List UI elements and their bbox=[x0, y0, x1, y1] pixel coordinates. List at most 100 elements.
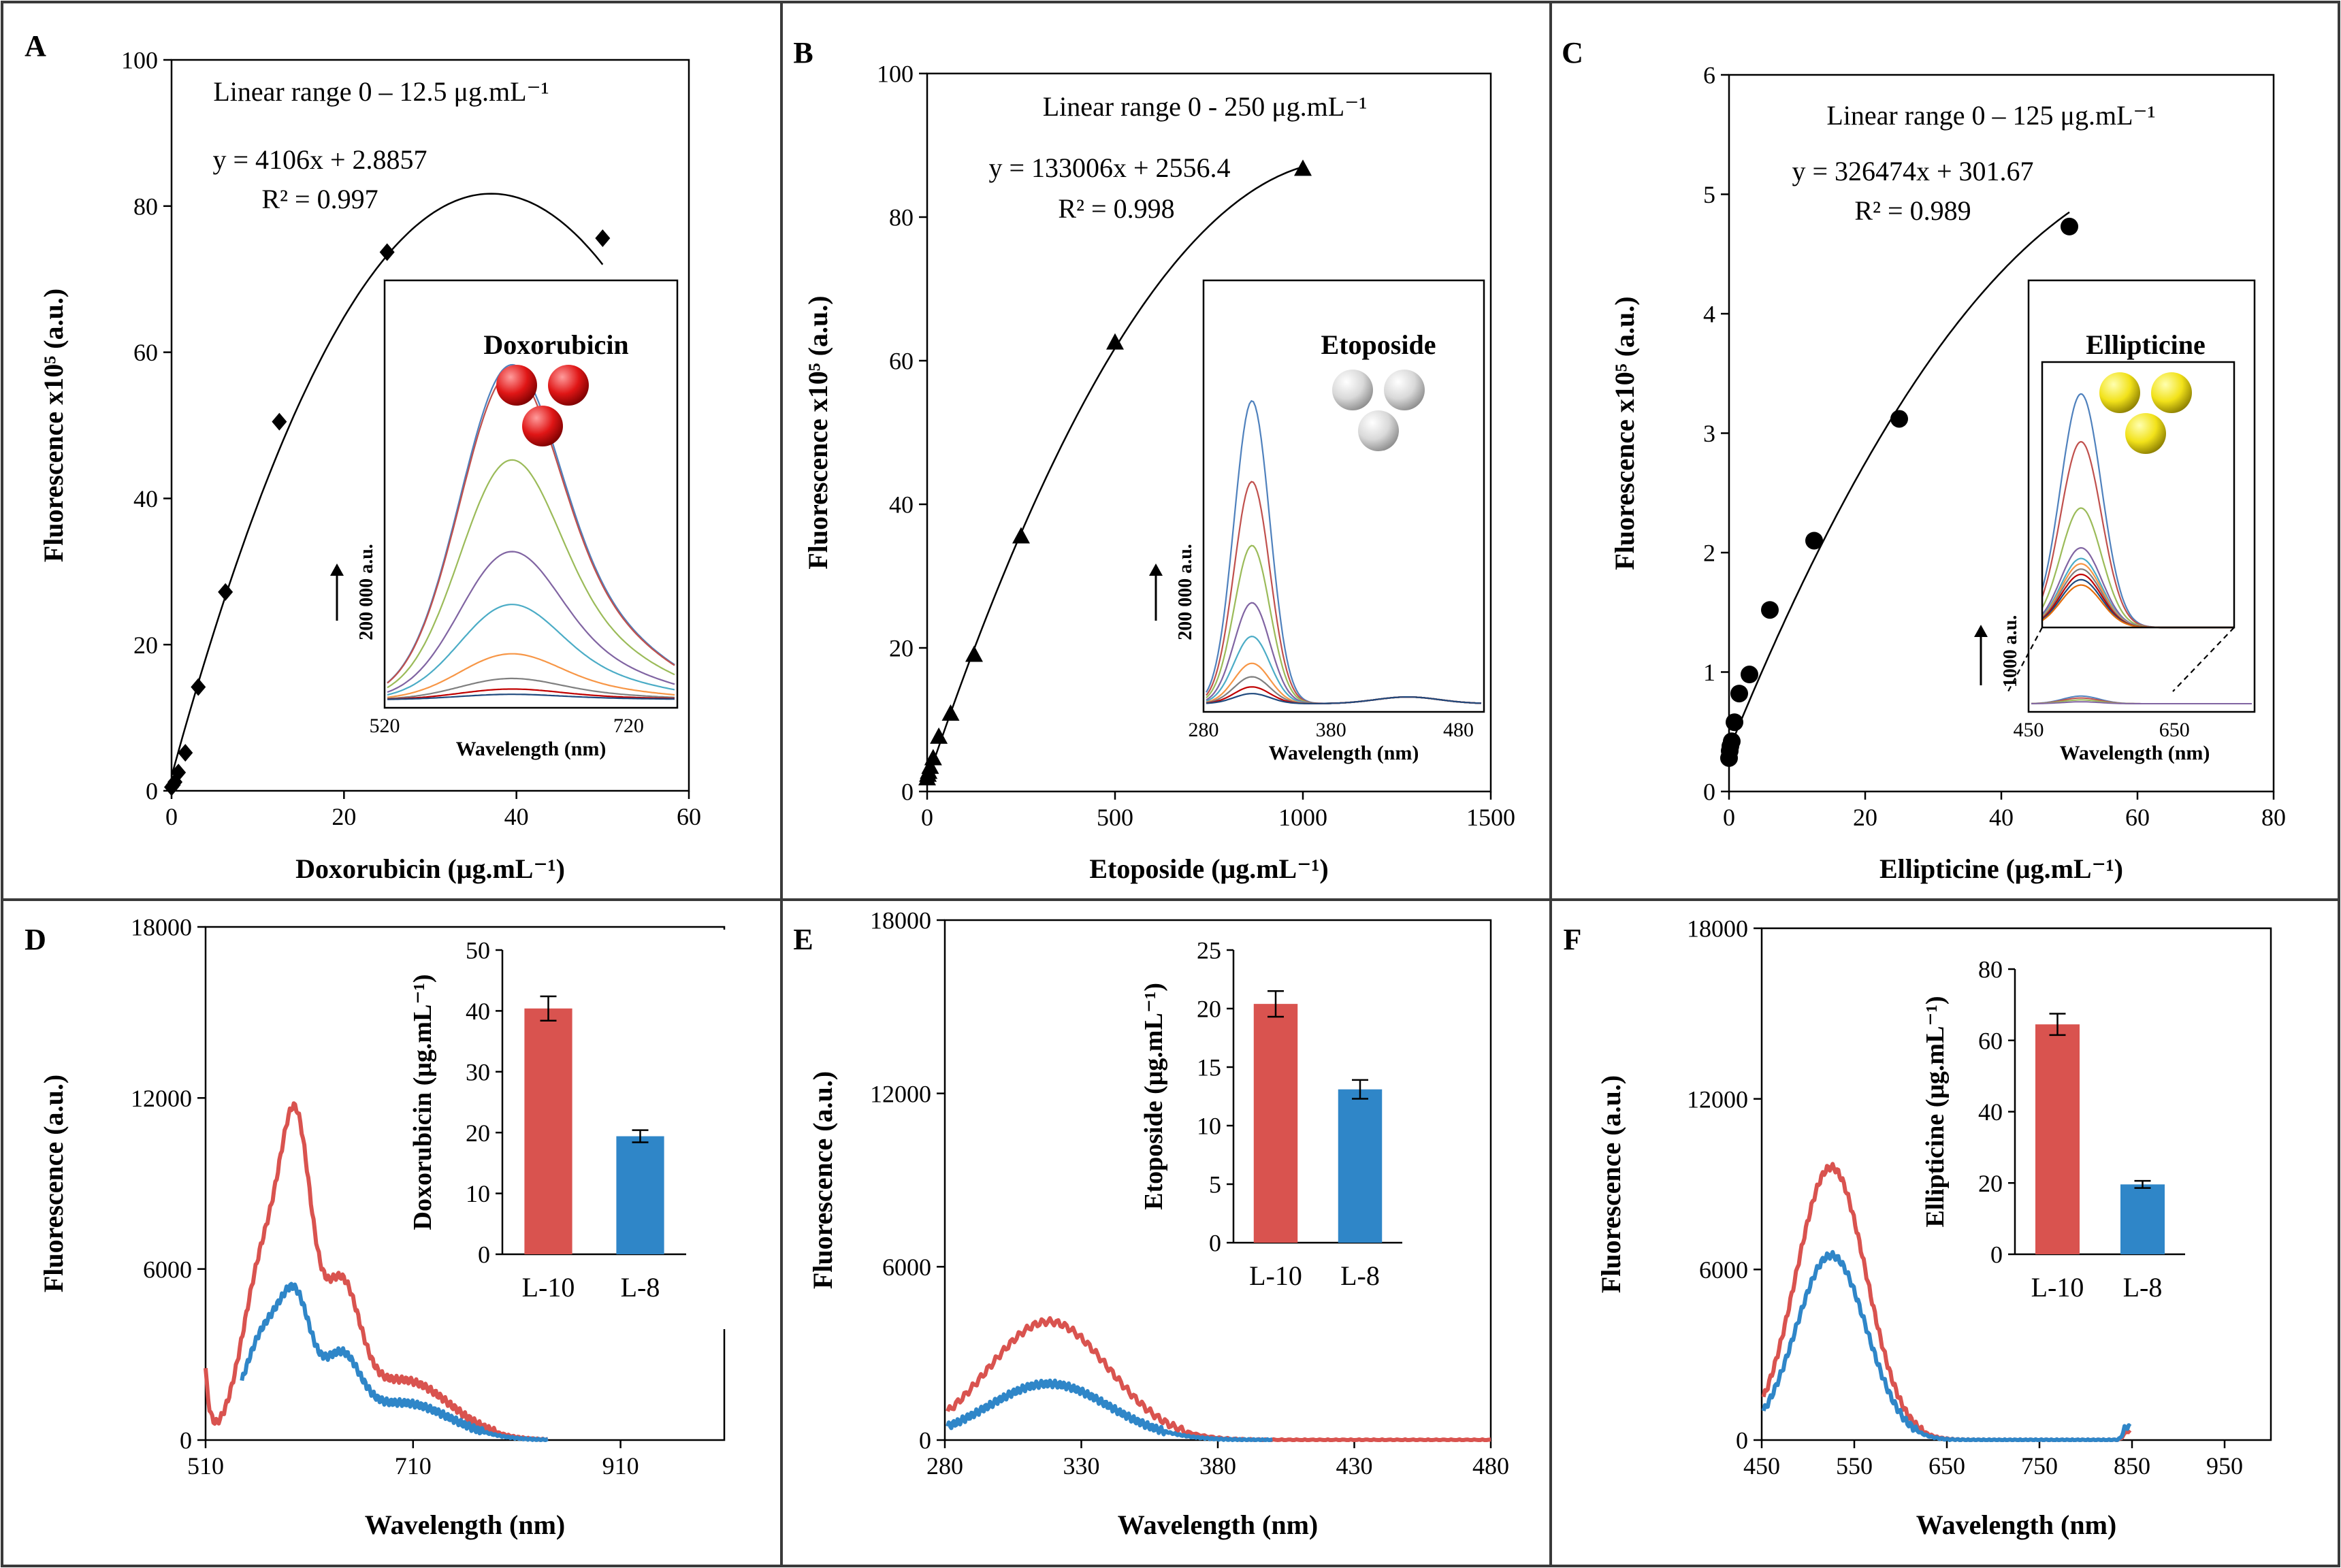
panel-d-inset-ytick-label-0: 0 bbox=[478, 1241, 490, 1269]
panel-b-inset-title: Etoposide bbox=[1321, 329, 1436, 360]
panel-f-bar-l-10 bbox=[2035, 1024, 2080, 1254]
panel-d-inset-ytick-label-4: 40 bbox=[466, 998, 490, 1025]
panel-f-ylabel: Fluorescence (a.u.) bbox=[1596, 1075, 1626, 1293]
panel-c-point-7 bbox=[1761, 601, 1779, 619]
panel-a-ylabel: Fluorescence x10⁵ (a.u.) bbox=[38, 289, 69, 562]
panel-e-ytick-label-0: 0 bbox=[919, 1427, 931, 1454]
panel-a-inset-spectrum-8 bbox=[387, 693, 675, 700]
panel-c-point-6 bbox=[1741, 666, 1758, 684]
panel-a-sphere-3 bbox=[522, 406, 563, 446]
panel-b-ytick-label-4: 80 bbox=[889, 204, 914, 231]
panel-b-xtick-label-2: 1000 bbox=[1278, 804, 1327, 831]
panel-a-inset-spectrum-6 bbox=[387, 677, 675, 700]
panel-b-inset-scale-label: 200 000 a.u. bbox=[1175, 544, 1196, 640]
panel-b-sphere-1 bbox=[1332, 370, 1373, 410]
panel-c-point-9 bbox=[1890, 410, 1908, 428]
panel-d-ytick-label-2: 12000 bbox=[131, 1085, 192, 1112]
panel-f-ytick-label-2: 12000 bbox=[1687, 1085, 1748, 1113]
panel-f-inset-ytick-label-2: 40 bbox=[1978, 1098, 2003, 1126]
panel-e-inset-ylabel: Etoposide (μg.mL⁻¹) bbox=[1140, 983, 1168, 1210]
panel-f-bar-label-1: L-8 bbox=[2123, 1272, 2163, 1303]
panel-a-inset-xlabel: Wavelength (nm) bbox=[456, 738, 607, 760]
panel-c-inset-zoom-link-left bbox=[2007, 627, 2043, 692]
panel-c-point-5 bbox=[1730, 685, 1748, 703]
panel-a-point-3 bbox=[171, 764, 187, 782]
panel-d-label: D bbox=[25, 923, 46, 956]
panel-c-ytick-label-1: 1 bbox=[1703, 659, 1715, 686]
panel-b-xtick-label-3: 1500 bbox=[1466, 804, 1515, 831]
panel-a-inset-spectrum-5 bbox=[387, 653, 675, 698]
panel-a-annotation-1: y = 4106x + 2.8857 bbox=[212, 144, 427, 175]
panel-f: F 0 6000 12000 18000 450 550 650 750 850 950 Wavele… bbox=[1564, 915, 2272, 1540]
panel-f-bar-label-0: L-10 bbox=[2031, 1272, 2084, 1303]
panel-c-point-3 bbox=[1723, 732, 1741, 751]
panel-c-ytick-label-6: 6 bbox=[1703, 62, 1715, 89]
panel-f-series-l-8 bbox=[1761, 1250, 2132, 1442]
panel-b-inset-spectrum-8 bbox=[1206, 693, 1482, 704]
panel-c-ytick-label-3: 3 bbox=[1703, 420, 1715, 447]
panel-e-inset-ytick-label-0: 0 bbox=[1209, 1230, 1221, 1257]
panel-a-inset-xtick-0: 520 bbox=[370, 715, 400, 737]
panel-c-ytick-label-0: 0 bbox=[1703, 779, 1715, 806]
panel-a-inset-title: Doxorubicin bbox=[483, 329, 628, 360]
panel-c-ytick-label-2: 2 bbox=[1703, 540, 1715, 567]
panel-e-ylabel: Fluorescence (a.u.) bbox=[807, 1071, 838, 1289]
panel-e-inset-ytick-label-3: 15 bbox=[1197, 1054, 1221, 1081]
panel-a-sphere-2 bbox=[548, 365, 589, 406]
panel-b-inset-xlabel: Wavelength (nm) bbox=[1269, 742, 1419, 764]
panel-e-xtick-label-4: 480 bbox=[1472, 1452, 1509, 1480]
panel-d-ytick-label-0: 0 bbox=[180, 1427, 192, 1454]
panel-c-ytick-label-5: 5 bbox=[1703, 181, 1715, 208]
panel-a-inset-spectrum-4 bbox=[387, 604, 675, 696]
panel-d-bar-l-10 bbox=[524, 1008, 572, 1254]
panel-a-annotation-2: R² = 0.997 bbox=[261, 184, 378, 214]
panel-d-inset-ytick-label-5: 50 bbox=[466, 937, 490, 964]
panel-c-inset-zoom-frame bbox=[2041, 361, 2235, 629]
panel-f-inset-ytick-label-0: 0 bbox=[1990, 1241, 2003, 1269]
panel-b-point-3 bbox=[921, 757, 939, 774]
panel-b-point-6 bbox=[941, 704, 960, 721]
panel-b-scale-arrow-head bbox=[1149, 564, 1163, 576]
panel-b-label: B bbox=[793, 36, 813, 69]
panel-a-point-5 bbox=[191, 678, 206, 696]
panel-a-annotation-0: Linear range 0 – 12.5 μg.mL⁻¹ bbox=[213, 76, 549, 107]
panel-a-ytick-label-4: 80 bbox=[133, 193, 158, 220]
panel-f-xtick-label-3: 750 bbox=[2021, 1452, 2058, 1480]
panel-d-series-l-8 bbox=[240, 1281, 549, 1442]
panel-b-ytick-label-3: 60 bbox=[889, 348, 914, 375]
panel-e-inset-ytick-label-2: 10 bbox=[1197, 1113, 1221, 1140]
panel-f-xlabel: Wavelength (nm) bbox=[1916, 1509, 2116, 1540]
panel-c-point-4 bbox=[1726, 713, 1743, 732]
panel-d-ylabel: Fluorescence (a.u.) bbox=[38, 1075, 69, 1292]
panel-b-point-7 bbox=[965, 645, 983, 662]
panel-a-ytick-label-1: 20 bbox=[133, 632, 158, 659]
panel-e-series-l-8 bbox=[946, 1378, 1274, 1442]
panel-e-series-l-10 bbox=[946, 1316, 1491, 1442]
panel-a-sphere-1 bbox=[496, 365, 537, 406]
panel-e-xlabel: Wavelength (nm) bbox=[1118, 1509, 1318, 1540]
panel-b-sphere-2 bbox=[1384, 370, 1425, 410]
panel-c-inset-scale-label: 1000 a.u. bbox=[2000, 615, 2021, 688]
panel-a-inset-spectrum-2 bbox=[387, 459, 675, 689]
panel-f-inset-ytick-label-1: 20 bbox=[1978, 1170, 2003, 1197]
panel-a-plot-frame bbox=[170, 59, 690, 792]
panel-c-inset-zoom-link-right bbox=[2172, 627, 2235, 692]
panel-f-xtick-label-1: 550 bbox=[1836, 1452, 1873, 1480]
panel-b-point-5 bbox=[930, 727, 948, 744]
panel-b-point-4 bbox=[924, 749, 942, 766]
panel-a-xtick-label-3: 60 bbox=[677, 803, 701, 830]
panel-f-label: F bbox=[1564, 923, 1582, 956]
panel-a-ytick-label-3: 60 bbox=[133, 339, 158, 366]
panel-c-fit-curve bbox=[1728, 211, 2070, 751]
panel-e-inset-ytick-label-4: 20 bbox=[1197, 996, 1221, 1023]
panel-b-inset-xtick-0: 280 bbox=[1189, 719, 1219, 741]
panel-e-xtick-label-0: 280 bbox=[926, 1452, 963, 1480]
panel-d-inset-ytick-label-1: 10 bbox=[466, 1180, 490, 1207]
panel-b-annotation-0: Linear range 0 - 250 μg.mL⁻¹ bbox=[1043, 91, 1368, 122]
panel-a-point-4 bbox=[178, 744, 193, 762]
panel-a-point-8 bbox=[379, 243, 395, 261]
